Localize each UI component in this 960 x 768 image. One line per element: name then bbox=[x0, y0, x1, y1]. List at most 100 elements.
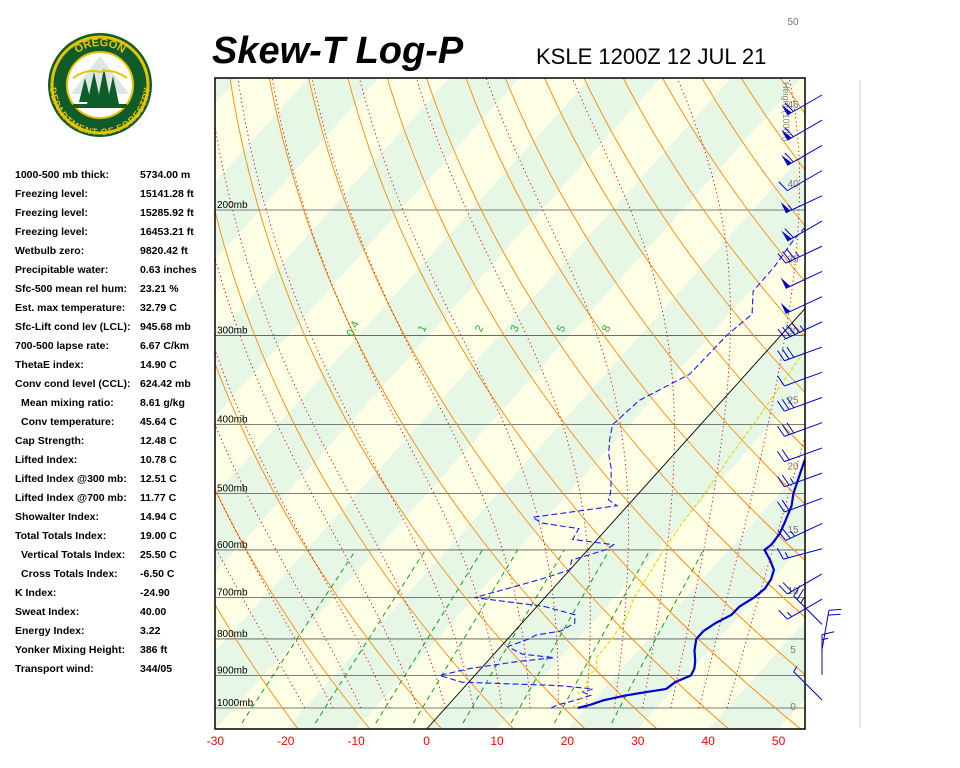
wind-barb-staff bbox=[793, 671, 823, 701]
dry-adiabat bbox=[583, 78, 805, 394]
moist-adiabat bbox=[215, 256, 418, 709]
wind-barb-halfflag bbox=[793, 666, 798, 672]
wind-barb-staff bbox=[785, 296, 823, 315]
moist-adiabat bbox=[571, 78, 675, 709]
dry-adiabat bbox=[386, 78, 805, 676]
index-value: 45.64 C bbox=[140, 416, 177, 428]
wind-barb bbox=[780, 195, 823, 214]
index-value: 11.77 C bbox=[140, 492, 177, 504]
index-label: Yonker Mixing Height: bbox=[15, 644, 126, 656]
x-tick-label: -30 bbox=[207, 734, 225, 748]
isotherm-band bbox=[497, 386, 805, 729]
wind-barb-flag bbox=[784, 102, 794, 112]
pressure-label: 600mb bbox=[217, 540, 248, 551]
wind-barb bbox=[777, 245, 823, 264]
wind-barb-flag bbox=[828, 613, 841, 616]
moist-adiabat bbox=[215, 348, 390, 709]
isotherm-band bbox=[215, 78, 805, 729]
index-label: Showalter Index: bbox=[15, 511, 100, 523]
index-label: Cap Strength: bbox=[15, 435, 85, 447]
wind-barb bbox=[778, 170, 823, 192]
wind-barb-staff bbox=[784, 497, 823, 513]
x-tick-label: 40 bbox=[702, 734, 716, 748]
index-value: 14.90 C bbox=[140, 359, 177, 371]
wind-barb-staff bbox=[785, 523, 823, 541]
mixing-ratio-label: 2 bbox=[473, 323, 486, 334]
x-tick-label: 0 bbox=[423, 734, 430, 748]
wind-barb-flag bbox=[777, 328, 787, 340]
pressure-label: 1000mb bbox=[217, 698, 254, 709]
wind-barb-pennant bbox=[780, 201, 791, 213]
wind-barb bbox=[777, 497, 823, 513]
wind-barb bbox=[777, 422, 823, 437]
index-label: Precipitable water: bbox=[15, 264, 109, 276]
wind-barb bbox=[777, 397, 823, 412]
wind-barb-flag bbox=[782, 251, 791, 262]
index-value: 3.22 bbox=[140, 625, 161, 637]
wind-barb-flag bbox=[821, 631, 835, 636]
wind-barb bbox=[781, 220, 823, 242]
moist-adiabat bbox=[215, 423, 362, 709]
index-label: Sweat Index: bbox=[15, 606, 80, 618]
moist-adiabat bbox=[670, 78, 731, 709]
wind-barb-staff bbox=[793, 595, 823, 625]
isotherm-band bbox=[356, 230, 805, 729]
wind-barb-staff bbox=[821, 610, 830, 650]
wind-barb bbox=[821, 608, 842, 650]
wind-barb-halfflag bbox=[800, 597, 805, 604]
wind-barb-halfflag bbox=[787, 611, 793, 618]
mixing-ratio-label: 8 bbox=[600, 323, 613, 334]
index-label: Energy Index: bbox=[15, 625, 85, 637]
wind-barb bbox=[778, 573, 823, 595]
wind-barb bbox=[777, 321, 823, 340]
index-value: 624.42 mb bbox=[140, 378, 191, 390]
x-tick-label: 30 bbox=[631, 734, 645, 748]
index-label: 1000-500 mb thick: bbox=[15, 169, 109, 181]
wind-barb-flag bbox=[786, 422, 795, 434]
isotherm-band bbox=[285, 152, 805, 729]
dry-adiabat bbox=[544, 78, 805, 449]
dry-adiabat bbox=[504, 78, 805, 505]
height-tick-label: 5 bbox=[790, 645, 796, 656]
index-value: 344/05 bbox=[140, 663, 173, 675]
index-value: 15285.92 ft bbox=[140, 207, 194, 219]
moist-adiabat bbox=[726, 435, 805, 709]
logo-top-text: OREGON bbox=[73, 37, 128, 56]
index-label: Freezing level: bbox=[15, 188, 88, 200]
wind-barb-flag bbox=[777, 253, 787, 264]
index-value: 8.61 g/kg bbox=[140, 397, 185, 409]
pressure-label: 500mb bbox=[217, 484, 248, 495]
dry-adiabat bbox=[701, 78, 805, 227]
wind-barb-staff bbox=[783, 548, 823, 560]
dry-adiabat bbox=[465, 78, 805, 561]
mixing-ratio-line bbox=[315, 549, 426, 724]
wind-barb-flag bbox=[781, 474, 790, 486]
dry-adiabat bbox=[215, 209, 514, 729]
index-label: Lifted Index @300 mb: bbox=[15, 473, 127, 485]
isotherm-band bbox=[567, 465, 805, 729]
dry-adiabat bbox=[937, 77, 960, 729]
wind-barb-flag bbox=[791, 322, 800, 333]
dry-adiabat bbox=[622, 78, 805, 338]
wind-barb-flag bbox=[782, 582, 793, 592]
wind-barb-staff bbox=[784, 422, 823, 437]
wind-barb-flag bbox=[777, 451, 785, 462]
wind-barb bbox=[781, 144, 823, 166]
pressure-label: 300mb bbox=[217, 325, 248, 336]
wind-barb-flag bbox=[777, 400, 785, 412]
wind-barb-flag bbox=[828, 608, 842, 611]
index-value: 945.68 mb bbox=[140, 321, 191, 333]
temperature-trace bbox=[577, 457, 805, 710]
index-label: Lifted Index: bbox=[15, 454, 78, 466]
x-tick-label: 10 bbox=[490, 734, 504, 748]
index-label: Total Totals Index: bbox=[15, 530, 107, 542]
wind-barb-staff bbox=[787, 170, 823, 192]
svg-text:OREGON: OREGON bbox=[73, 37, 128, 56]
index-label: Sfc-Lift cond lev (LCL): bbox=[15, 321, 131, 333]
index-label: Conv cond level (CCL): bbox=[15, 378, 131, 390]
wind-barb-flag bbox=[777, 350, 785, 362]
dry-adiabat bbox=[229, 78, 586, 729]
height-tick-label: 45 bbox=[787, 100, 799, 111]
pressure-label: 400mb bbox=[217, 414, 248, 425]
index-value: -6.50 C bbox=[140, 568, 175, 580]
